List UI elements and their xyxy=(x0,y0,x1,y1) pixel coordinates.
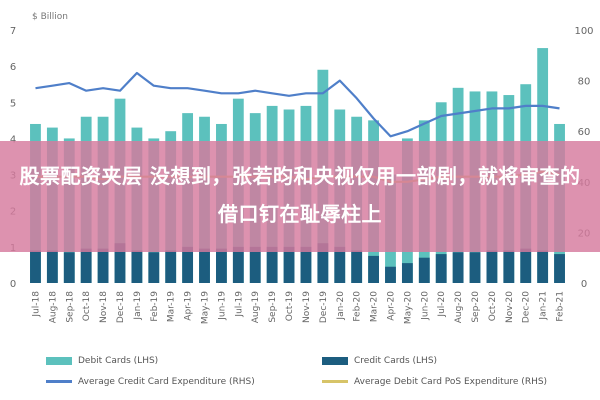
x-axis-tick-label: Oct-19 xyxy=(285,291,295,322)
credit-card-bar xyxy=(486,250,498,283)
credit-card-bar xyxy=(334,246,346,283)
x-axis-tick-label: Jul-20 xyxy=(437,291,447,318)
legend-item-credit-cards: Credit Cards (LHS) xyxy=(322,356,437,366)
x-axis-tick-label: May-20 xyxy=(403,291,413,324)
legend-swatch-avg-credit-expenditure xyxy=(46,380,72,383)
credit-card-bar xyxy=(401,263,413,283)
left-axis-tick-label: 7 xyxy=(10,26,16,37)
x-axis-tick-label: Jul-19 xyxy=(234,291,244,318)
x-axis-tick-label: Nov-20 xyxy=(505,291,515,323)
x-axis-tick-label: Aug-19 xyxy=(251,291,261,324)
x-axis-tick-label: Sep-19 xyxy=(268,291,278,323)
legend-item-debit-cards: Debit Cards (LHS) xyxy=(46,356,158,366)
credit-card-bar xyxy=(249,246,261,283)
overlay-banner-text: 股票配资夹层 没想到，张若昀和央视仅用一部剧，就将审查的借口钉在耻辱柱上 xyxy=(19,164,581,226)
x-axis-tick-label: Dec-20 xyxy=(522,291,532,323)
legend-label-credit-cards: Credit Cards (LHS) xyxy=(354,356,438,366)
credit-card-bar xyxy=(435,254,447,283)
left-axis-tick-label: 4 xyxy=(10,134,16,145)
credit-card-bar xyxy=(469,252,481,283)
credit-card-bar xyxy=(283,246,295,283)
x-axis-tick-label: Feb-21 xyxy=(556,291,566,322)
x-axis-tick-label: Feb-20 xyxy=(353,291,363,322)
credit-card-bar xyxy=(182,246,194,283)
right-axis-tick-label: 100 xyxy=(574,26,593,37)
credit-card-bar xyxy=(554,254,565,283)
credit-card-bar xyxy=(503,250,515,283)
x-axis-tick-label: Jun-19 xyxy=(217,291,227,321)
credit-card-bar xyxy=(452,252,464,283)
credit-card-bar xyxy=(216,248,227,283)
legend-label-avg-debit-pos-expenditure: Average Debit Card PoS Expenditure (RHS) xyxy=(354,377,548,387)
legend-swatch-credit-cards xyxy=(322,356,348,365)
x-axis-tick-label: Jul-18 xyxy=(31,291,41,318)
x-axis-tick-label: Apr-19 xyxy=(184,291,194,321)
credit-card-bar xyxy=(63,252,75,283)
right-axis-tick-label: 60 xyxy=(578,127,591,138)
credit-card-bar xyxy=(165,250,177,283)
avg-credit-expenditure-line xyxy=(35,71,560,138)
credit-card-bar xyxy=(199,248,210,283)
credit-card-bar xyxy=(317,243,329,283)
credit-card-bar xyxy=(80,248,92,283)
credit-card-bar xyxy=(266,246,278,283)
right-axis-tick-label: 0 xyxy=(581,279,587,290)
x-axis-tick-label: Dec-18 xyxy=(116,291,126,323)
x-axis-tick-label: Apr-20 xyxy=(386,291,396,321)
overlay-banner[interactable]: 股票配资夹层 没想到，张若昀和央视仅用一部剧，就将审查的借口钉在耻辱柱上 xyxy=(0,141,600,252)
credit-card-bar xyxy=(30,250,41,283)
x-axis-tick-label: Mar-19 xyxy=(167,291,177,322)
credit-card-bar xyxy=(97,248,109,283)
x-axis-tick-label: Nov-19 xyxy=(302,291,312,323)
x-axis-tick-label: Dec-19 xyxy=(319,291,329,323)
left-axis-tick-label: 6 xyxy=(10,62,16,73)
chart-legend: Debit Cards (LHS) Credit Cards (LHS) Ave… xyxy=(0,348,600,400)
credit-card-bar xyxy=(351,250,363,283)
credit-card-bar xyxy=(232,246,244,283)
credit-card-bar xyxy=(385,266,396,283)
legend-item-avg-debit-pos-expenditure: Average Debit Card PoS Expenditure (RHS) xyxy=(322,377,547,387)
x-axis-tick-label: Aug-18 xyxy=(48,291,58,324)
x-axis-tick-label: Aug-20 xyxy=(454,291,464,324)
legend-swatch-avg-debit-pos-expenditure xyxy=(322,380,348,383)
x-axis-tick-label: Oct-18 xyxy=(82,291,92,322)
x-axis-tick-label: Jan-20 xyxy=(336,291,346,321)
credit-card-bar xyxy=(148,252,160,283)
x-axis-tick-label: Jan-19 xyxy=(133,291,143,321)
x-axis-tick-label: Feb-19 xyxy=(150,291,160,322)
x-axis-tick-label: Mar-20 xyxy=(370,291,380,322)
x-axis-tick-label: Jun-20 xyxy=(420,291,430,321)
legend-label-debit-cards: Debit Cards (LHS) xyxy=(78,356,159,366)
credit-card-bar xyxy=(418,257,430,283)
credit-card-bar xyxy=(368,255,379,283)
credit-card-bar xyxy=(537,250,549,283)
legend-label-avg-credit-expenditure: Average Credit Card Expenditure (RHS) xyxy=(78,377,255,387)
credit-card-bar xyxy=(300,246,312,283)
x-axis-tick-label: Sep-20 xyxy=(471,291,481,323)
legend-swatch-debit-cards xyxy=(46,356,72,365)
x-axis-tick-label: Jan-21 xyxy=(539,291,549,321)
legend-item-avg-credit-expenditure: Average Credit Card Expenditure (RHS) xyxy=(46,377,255,387)
credit-card-bar xyxy=(520,248,532,283)
right-axis-tick-label: 80 xyxy=(578,77,591,88)
x-axis-tick-label: May-19 xyxy=(201,291,211,324)
x-axis-tick-label: Oct-20 xyxy=(488,291,498,322)
left-axis-tick-label: 5 xyxy=(10,98,16,109)
left-axis-unit-label: $ Billion xyxy=(32,12,68,22)
credit-card-bar xyxy=(114,243,126,283)
x-axis-tick-label: Nov-18 xyxy=(99,291,109,323)
credit-card-bar xyxy=(46,250,58,283)
x-axis-tick-label: Sep-18 xyxy=(65,291,75,323)
credit-card-bar xyxy=(131,250,143,283)
left-axis-tick-label: 0 xyxy=(10,279,16,290)
